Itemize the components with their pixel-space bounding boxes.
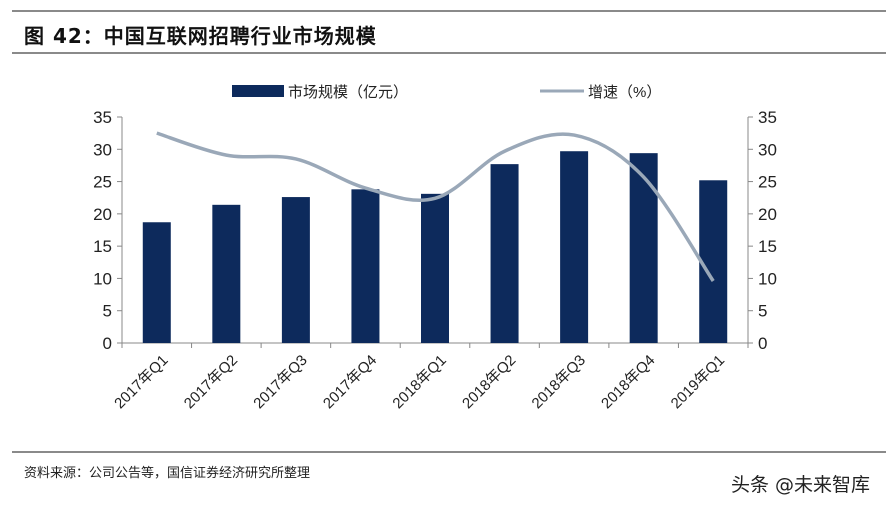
x-tick-label: 2017年Q4 bbox=[320, 352, 380, 412]
right-tick-label: 15 bbox=[758, 237, 777, 256]
right-tick-label: 5 bbox=[758, 302, 767, 321]
left-tick-label: 30 bbox=[93, 140, 112, 159]
right-tick-label: 20 bbox=[758, 205, 777, 224]
bar bbox=[699, 180, 728, 343]
x-tick-label: 2017年Q2 bbox=[181, 352, 241, 412]
title-rule bbox=[12, 52, 886, 54]
left-tick-label: 25 bbox=[93, 173, 112, 192]
bar bbox=[490, 164, 519, 343]
left-tick-label: 5 bbox=[103, 302, 112, 321]
right-tick-label: 0 bbox=[758, 334, 767, 353]
x-tick-label: 2017年Q1 bbox=[111, 352, 171, 412]
x-tick-label: 2018年Q3 bbox=[529, 352, 589, 412]
left-tick-label: 20 bbox=[93, 205, 112, 224]
right-tick-label: 10 bbox=[758, 269, 777, 288]
bar bbox=[212, 204, 241, 343]
right-tick-label: 25 bbox=[758, 173, 777, 192]
legend-bar-swatch bbox=[232, 85, 284, 97]
x-tick-label: 2018年Q2 bbox=[459, 352, 519, 412]
left-tick-label: 15 bbox=[93, 237, 112, 256]
bar bbox=[281, 197, 310, 343]
bar bbox=[351, 189, 380, 343]
x-tick-label: 2019年Q1 bbox=[668, 352, 728, 412]
left-tick-label: 0 bbox=[103, 334, 112, 353]
x-tick-label: 2017年Q3 bbox=[250, 352, 310, 412]
bottom-rule bbox=[12, 451, 886, 453]
bar bbox=[142, 222, 171, 343]
bar bbox=[421, 193, 449, 343]
legend-line-label: 增速（%） bbox=[588, 84, 661, 101]
x-tick-label: 2018年Q1 bbox=[389, 352, 449, 412]
growth-line bbox=[156, 131, 715, 282]
source-note: 资料来源：公司公告等，国信证券经济研究所整理 bbox=[24, 466, 311, 481]
left-tick-label: 10 bbox=[93, 269, 112, 288]
right-tick-label: 30 bbox=[758, 140, 777, 159]
bar bbox=[560, 151, 589, 343]
right-tick-label: 35 bbox=[758, 108, 777, 127]
top-rule bbox=[12, 10, 886, 12]
figure-title: 图 42：中国互联网招聘行业市场规模 bbox=[24, 24, 377, 48]
bar bbox=[629, 153, 658, 343]
watermark: 头条 @未来智库 bbox=[730, 474, 870, 496]
left-tick-label: 35 bbox=[93, 108, 112, 127]
legend-bar-label: 市场规模（亿元） bbox=[288, 84, 408, 101]
x-tick-label: 2018年Q4 bbox=[598, 352, 658, 412]
